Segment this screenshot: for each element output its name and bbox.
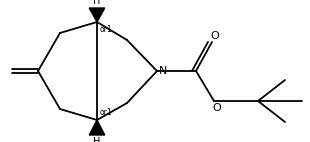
Text: H: H [93,0,101,6]
Text: or1: or1 [100,25,113,34]
Text: N: N [158,66,167,76]
Text: or1: or1 [100,108,113,117]
Text: O: O [210,31,219,41]
Text: H: H [93,137,101,142]
Polygon shape [89,120,105,135]
Polygon shape [89,8,105,22]
Text: O: O [212,103,221,113]
